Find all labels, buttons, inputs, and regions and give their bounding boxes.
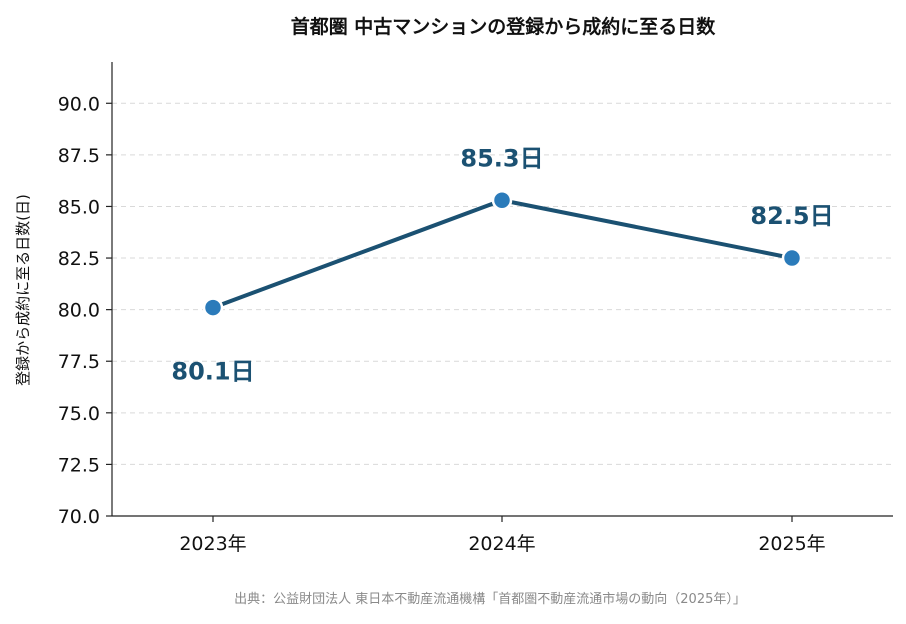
y-tick-label: 80.0 <box>58 300 100 322</box>
chart-title: 首都圏 中古マンションの登録から成約に至る日数 <box>291 15 717 38</box>
series-layer: 80.1日 85.3日 82.5日 <box>171 144 833 385</box>
data-point <box>781 247 803 269</box>
y-axis-label: 登録から成約に至る日数(日) <box>14 194 32 386</box>
x-tick-label: 2025年 <box>758 533 825 555</box>
x-tick-label: 2024年 <box>468 533 535 555</box>
y-tick-label: 70.0 <box>58 506 100 528</box>
data-point <box>202 297 224 318</box>
y-tick-label: 77.5 <box>58 351 100 373</box>
y-tick-label: 82.5 <box>58 248 100 270</box>
y-tick-layer: 70.0 72.5 75.0 77.5 80.0 82.5 85.0 87.5 90.0 <box>58 93 112 528</box>
x-tick-label: 2023年 <box>179 533 246 555</box>
data-label: 85.3日 <box>460 144 543 172</box>
data-point <box>491 190 513 211</box>
y-tick-label: 87.5 <box>58 145 100 167</box>
series-line <box>211 198 794 310</box>
y-tick-label: 85.0 <box>58 196 100 218</box>
y-tick-label: 72.5 <box>58 454 100 476</box>
data-label: 80.1日 <box>171 358 254 386</box>
y-tick-label: 75.0 <box>58 403 100 425</box>
x-tick-layer: 2023年 2024年 2025年 <box>179 516 826 555</box>
y-tick-label: 90.0 <box>58 93 100 115</box>
source-note: 出典：公益財団法人 東日本不動産流通機構「首都圏不動産流通市場の動向（2025年… <box>234 591 746 607</box>
data-label: 82.5日 <box>750 202 833 230</box>
